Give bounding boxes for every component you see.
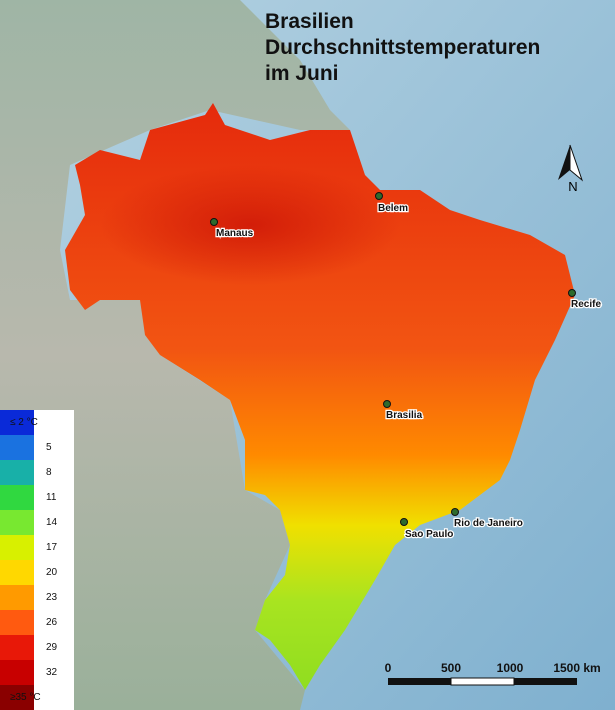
north-label: N	[568, 179, 577, 194]
scale-label: 1500 km	[553, 661, 600, 675]
legend-swatch	[0, 435, 34, 460]
legend-swatch	[0, 410, 34, 435]
city-label: Belem	[378, 203, 408, 214]
city-label: Brasilia	[386, 410, 423, 421]
legend-label: 29	[46, 642, 58, 653]
legend-label: 14	[46, 517, 58, 528]
legend: ≤ 2 °C 5 8 11 14 17 20 23 26 29 32 ≥35 °C	[0, 410, 74, 710]
land	[0, 0, 350, 710]
hot-zone	[100, 165, 400, 285]
city-label: Sao Paulo	[405, 529, 453, 540]
city-label: Recife	[571, 299, 601, 310]
legend-label: 26	[46, 617, 58, 628]
city-label: Rio de Janeiro	[454, 518, 523, 529]
title: im Juni	[265, 62, 339, 85]
city-dot	[383, 400, 391, 408]
legend-label: 5	[46, 442, 52, 453]
legend-label: 17	[46, 542, 58, 553]
legend-swatch	[0, 660, 34, 685]
title: Durchschnittstemperaturen	[265, 36, 540, 59]
legend-swatch	[0, 635, 34, 660]
city-dot	[375, 192, 383, 200]
north-arrow: N	[558, 144, 584, 194]
city-dot	[400, 518, 408, 526]
title: Brasilien	[265, 10, 354, 33]
scale-label: 500	[441, 661, 461, 675]
legend-label: 8	[46, 467, 52, 478]
legend-swatch	[0, 610, 34, 635]
legend-swatch	[0, 685, 34, 710]
legend-label: 11	[46, 492, 57, 503]
legend-swatch	[0, 510, 34, 535]
city-label: Manaus	[216, 228, 254, 239]
legend-label: 23	[46, 592, 58, 603]
legend-swatch	[0, 535, 34, 560]
legend-swatch	[0, 560, 34, 585]
legend-label: 32	[46, 667, 58, 678]
legend-swatch	[0, 585, 34, 610]
scale-label: 0	[385, 661, 392, 675]
legend-swatch	[0, 460, 34, 485]
legend-label: ≤ 2 °C	[10, 417, 38, 428]
legend-label: 20	[46, 567, 58, 578]
scale-label: 1000	[497, 661, 524, 675]
city-dot	[451, 508, 459, 516]
legend-swatch	[0, 485, 34, 510]
legend-label: ≥35 °C	[10, 692, 41, 703]
city-dot	[210, 218, 218, 226]
city-dot	[568, 289, 576, 297]
scale-bar: 0 500 1000 1500 km	[385, 661, 601, 686]
